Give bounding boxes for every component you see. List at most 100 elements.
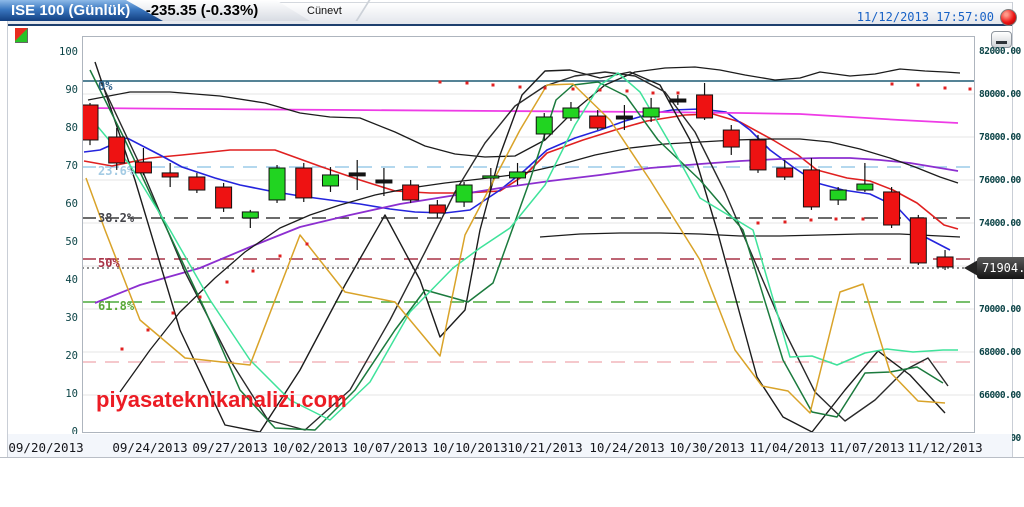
sar-dot <box>783 220 787 224</box>
ma-purple <box>94 157 959 304</box>
window-border-left <box>7 2 8 457</box>
left-axis-label: 30 <box>65 312 78 324</box>
left-axis-label: 0 <box>71 426 78 438</box>
watermark-text: piyasateknikanalizi.com <box>96 387 347 412</box>
sar-dot <box>465 81 469 85</box>
fib-level-label: 50% <box>98 256 120 270</box>
candle-body <box>669 98 687 103</box>
connection-status-icon[interactable] <box>1000 9 1017 26</box>
date-axis-label: 09/24/2013 <box>112 440 188 455</box>
candle-body <box>696 94 714 119</box>
candle-body <box>321 174 339 187</box>
osc-black-slow <box>99 71 949 431</box>
price-tag-arrow <box>964 260 978 276</box>
date-axis-label: 10/07/2013 <box>352 440 428 455</box>
sar-dot <box>518 85 522 89</box>
right-axis-label: 76000.00 <box>979 175 1021 186</box>
fib-level-label: 0% <box>98 79 113 93</box>
date-axis-label: 11/04/2013 <box>749 440 825 455</box>
sar-dot <box>198 295 202 299</box>
right-axis-label: 70000.00 <box>979 304 1021 315</box>
tab-change-value[interactable]: -235.35 (-0.33%) <box>120 0 310 21</box>
sar-dot <box>146 328 150 332</box>
candle-body <box>188 176 206 191</box>
candle-body <box>883 191 901 226</box>
right-axis-label: 82000.00 <box>979 46 1021 57</box>
sar-dot <box>861 217 865 221</box>
candle-body <box>295 167 313 199</box>
candle-body <box>268 167 286 201</box>
left-axis-label: 100 <box>59 46 78 58</box>
candle-body <box>856 183 874 191</box>
sar-dot <box>278 254 282 258</box>
candle-body <box>776 167 794 178</box>
ma-magenta <box>83 107 959 124</box>
candle-body <box>615 115 633 120</box>
candle-body <box>936 256 954 268</box>
left-axis-label: 50 <box>65 236 78 248</box>
right-axis-label: 68000.00 <box>979 347 1021 358</box>
date-axis-label: 11/12/2013 <box>907 440 983 455</box>
sar-dot <box>651 91 655 95</box>
date-axis-label: 10/30/2013 <box>669 440 745 455</box>
window-border-right <box>1012 2 1013 457</box>
left-axis-label: 80 <box>65 122 78 134</box>
left-axis-label: 10 <box>65 388 78 400</box>
candle-body <box>215 186 233 209</box>
candle-body <box>642 107 660 118</box>
tab-strip-underline <box>8 24 1012 26</box>
candle-style-icon[interactable] <box>15 28 28 43</box>
candle-body <box>482 175 500 179</box>
sar-dot <box>171 311 175 315</box>
candle-body <box>589 115 607 129</box>
ma-red <box>83 113 959 230</box>
left-axis-label: 90 <box>65 84 78 96</box>
sar-dot <box>491 83 495 87</box>
candle-body <box>348 172 366 177</box>
candle-body <box>909 217 927 264</box>
candle-body <box>749 139 767 171</box>
sar-dot <box>251 269 255 273</box>
sar-dot <box>943 86 947 90</box>
candle-body <box>241 211 259 219</box>
right-axis-label: 66000.00 <box>979 390 1021 401</box>
candle-body <box>375 179 393 184</box>
sar-dot <box>305 242 309 246</box>
tab-symbol-ise100[interactable]: ISE 100 (Günlük) <box>0 0 163 21</box>
price-chart-canvas[interactable] <box>0 0 1024 460</box>
candle-body <box>802 169 820 208</box>
candle-body <box>509 171 527 179</box>
last-update-timestamp: 11/12/2013 17:57:00 <box>856 10 994 24</box>
window-border-top <box>7 2 1013 3</box>
osc-black-fast <box>94 61 946 432</box>
candle-body <box>83 104 99 141</box>
right-axis-label: 74000.00 <box>979 218 1021 229</box>
sar-dot <box>756 221 760 225</box>
sar-dot <box>120 347 124 351</box>
date-axis-strip <box>8 434 1012 457</box>
tab-user-label[interactable]: Cünevt <box>307 5 342 17</box>
last-price-tag: 71904.60 <box>977 257 1024 279</box>
sar-dot <box>225 280 229 284</box>
fib-level-label: 38.2% <box>98 211 135 225</box>
candle-body <box>535 116 553 135</box>
date-axis-label: 10/10/2013 <box>432 440 508 455</box>
osc-springgreen <box>87 72 958 421</box>
window-border-bottom <box>0 457 1024 458</box>
sar-dot <box>916 83 920 87</box>
sar-dot <box>598 88 602 92</box>
left-axis-label: 20 <box>65 350 78 362</box>
candle-body <box>455 184 473 203</box>
left-axis-label: 60 <box>65 198 78 210</box>
candle-body <box>562 107 580 119</box>
collapse-button[interactable] <box>991 31 1012 48</box>
sar-dot <box>968 87 972 91</box>
candle-body <box>108 136 126 164</box>
sar-dot <box>543 86 547 90</box>
fib-level-label: 61.8% <box>98 299 135 313</box>
osc-darkgreen <box>89 69 944 431</box>
sar-dot <box>890 82 894 86</box>
right-axis-label: 78000.00 <box>979 132 1021 143</box>
date-axis-label: 10/21/2013 <box>507 440 583 455</box>
left-axis-label: 70 <box>65 160 78 172</box>
